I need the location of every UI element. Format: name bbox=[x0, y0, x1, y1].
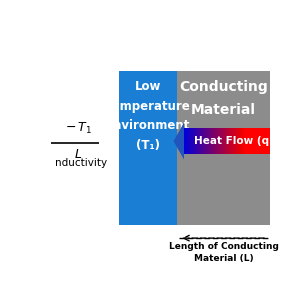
Bar bbox=[185, 128, 186, 154]
Bar bbox=[265, 128, 266, 154]
Bar bbox=[193, 128, 194, 154]
Bar bbox=[248, 128, 250, 154]
Bar bbox=[188, 128, 189, 154]
Bar bbox=[227, 128, 228, 154]
Bar bbox=[214, 128, 215, 154]
Bar bbox=[244, 128, 245, 154]
Bar bbox=[184, 128, 185, 154]
Bar bbox=[231, 128, 232, 154]
Bar bbox=[250, 128, 252, 154]
Bar bbox=[210, 128, 211, 154]
Bar bbox=[257, 128, 258, 154]
Bar bbox=[262, 128, 263, 154]
Text: $-\,T_1$: $-\,T_1$ bbox=[65, 122, 92, 136]
Bar bbox=[216, 128, 217, 154]
Bar bbox=[194, 128, 195, 154]
Bar bbox=[204, 128, 206, 154]
Bar bbox=[213, 128, 214, 154]
Bar bbox=[223, 128, 224, 154]
Bar bbox=[206, 128, 207, 154]
Bar bbox=[191, 128, 193, 154]
Text: Material (L): Material (L) bbox=[194, 254, 253, 263]
Bar bbox=[252, 128, 253, 154]
Text: (T₁): (T₁) bbox=[136, 139, 160, 152]
Bar bbox=[245, 128, 246, 154]
Bar bbox=[268, 128, 269, 154]
Bar bbox=[238, 128, 239, 154]
Bar bbox=[197, 128, 198, 154]
Bar bbox=[243, 128, 244, 154]
Bar bbox=[267, 128, 268, 154]
Bar bbox=[232, 128, 233, 154]
Bar bbox=[260, 128, 261, 154]
Bar bbox=[254, 128, 255, 154]
Bar bbox=[263, 128, 265, 154]
Bar bbox=[189, 128, 190, 154]
Bar bbox=[196, 128, 197, 154]
Bar bbox=[226, 128, 227, 154]
Bar bbox=[186, 128, 187, 154]
Bar bbox=[119, 70, 177, 225]
Text: Temperature: Temperature bbox=[106, 100, 190, 112]
Bar bbox=[261, 128, 262, 154]
Text: nductivity: nductivity bbox=[55, 158, 107, 168]
Bar bbox=[215, 128, 216, 154]
Bar bbox=[256, 128, 257, 154]
Bar bbox=[220, 128, 222, 154]
Bar bbox=[240, 128, 241, 154]
Bar bbox=[246, 128, 247, 154]
Bar bbox=[208, 128, 209, 154]
Bar bbox=[255, 128, 256, 154]
Bar bbox=[187, 128, 188, 154]
Bar bbox=[236, 128, 237, 154]
Text: Material: Material bbox=[191, 103, 256, 117]
Bar bbox=[202, 128, 203, 154]
Bar bbox=[222, 128, 223, 154]
Bar bbox=[209, 128, 210, 154]
Bar bbox=[200, 128, 201, 154]
Bar bbox=[212, 128, 213, 154]
Bar bbox=[241, 128, 242, 154]
Bar bbox=[190, 128, 191, 154]
Bar bbox=[201, 128, 202, 154]
Bar bbox=[237, 128, 238, 154]
Polygon shape bbox=[173, 123, 184, 160]
Bar bbox=[225, 128, 226, 154]
Bar bbox=[195, 128, 196, 154]
Bar bbox=[229, 128, 230, 154]
Bar bbox=[207, 128, 208, 154]
Text: Conducting: Conducting bbox=[179, 80, 268, 94]
Bar bbox=[259, 128, 260, 154]
Text: Heat Flow (q): Heat Flow (q) bbox=[194, 136, 274, 146]
Text: Environment: Environment bbox=[106, 119, 190, 132]
Bar bbox=[198, 128, 199, 154]
Bar bbox=[217, 128, 218, 154]
Bar bbox=[228, 128, 229, 154]
Bar bbox=[266, 128, 267, 154]
Text: $L$: $L$ bbox=[74, 148, 82, 161]
Bar bbox=[233, 128, 235, 154]
Bar bbox=[235, 128, 236, 154]
Bar bbox=[253, 128, 254, 154]
Text: Low: Low bbox=[135, 80, 161, 93]
Bar bbox=[258, 128, 259, 154]
Bar bbox=[177, 70, 270, 225]
Bar bbox=[218, 128, 220, 154]
Bar bbox=[242, 128, 243, 154]
Bar bbox=[199, 128, 200, 154]
Bar bbox=[269, 128, 270, 154]
Bar bbox=[224, 128, 225, 154]
Bar bbox=[211, 128, 212, 154]
Text: Length of Conducting: Length of Conducting bbox=[169, 242, 278, 250]
Bar bbox=[230, 128, 231, 154]
Bar bbox=[203, 128, 204, 154]
Bar bbox=[239, 128, 240, 154]
